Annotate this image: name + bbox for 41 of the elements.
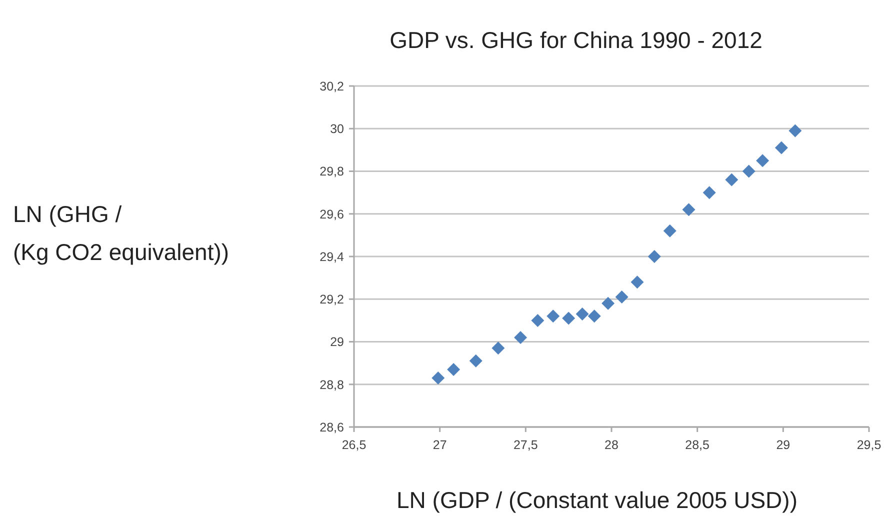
point bbox=[774, 141, 788, 154]
y-tick-label: 29,4 bbox=[320, 250, 344, 264]
point bbox=[588, 310, 601, 323]
x-tick-label: 29,5 bbox=[856, 438, 882, 452]
point bbox=[702, 186, 716, 200]
point bbox=[663, 224, 676, 238]
point bbox=[432, 371, 445, 384]
point bbox=[514, 330, 528, 344]
y-tick-label: 28,6 bbox=[320, 420, 344, 434]
x-tick-label: 29 bbox=[776, 438, 790, 452]
point bbox=[648, 250, 661, 263]
point bbox=[531, 314, 544, 327]
x-tick-label: 27 bbox=[432, 438, 447, 452]
y-axis-title: LN (GHG / (Kg CO2 equivalent)) bbox=[13, 201, 230, 265]
y-tick-label: 29,8 bbox=[320, 164, 344, 179]
point bbox=[562, 312, 576, 325]
y-tick-label: 30 bbox=[330, 122, 344, 136]
y-tick-label: 30,2 bbox=[320, 79, 344, 94]
point bbox=[630, 276, 644, 289]
point bbox=[469, 354, 482, 368]
point bbox=[756, 154, 770, 168]
y-tick-label: 29,6 bbox=[320, 207, 344, 222]
point bbox=[546, 310, 560, 323]
point bbox=[447, 362, 460, 376]
x-tick-label: 27,5 bbox=[513, 438, 538, 452]
y-tick-label: 29 bbox=[330, 335, 344, 350]
x-tick-label: 28 bbox=[604, 438, 618, 452]
x-tick-label: 28,5 bbox=[685, 438, 710, 452]
point bbox=[492, 342, 505, 355]
y-tick-label: 29,2 bbox=[320, 292, 344, 306]
point bbox=[615, 290, 628, 304]
point bbox=[788, 124, 802, 138]
point bbox=[725, 173, 738, 186]
x-axis-title: LN (GDP / (Constant value 2005 USD)) bbox=[396, 487, 798, 513]
point bbox=[576, 308, 589, 321]
point bbox=[602, 296, 615, 310]
chart-title: GDP vs. GHG for China 1990 - 2012 bbox=[390, 27, 762, 53]
point bbox=[682, 203, 696, 216]
x-tick-label: 26,5 bbox=[342, 438, 366, 452]
point bbox=[742, 164, 756, 178]
y-tick-label: 28,8 bbox=[320, 378, 344, 392]
